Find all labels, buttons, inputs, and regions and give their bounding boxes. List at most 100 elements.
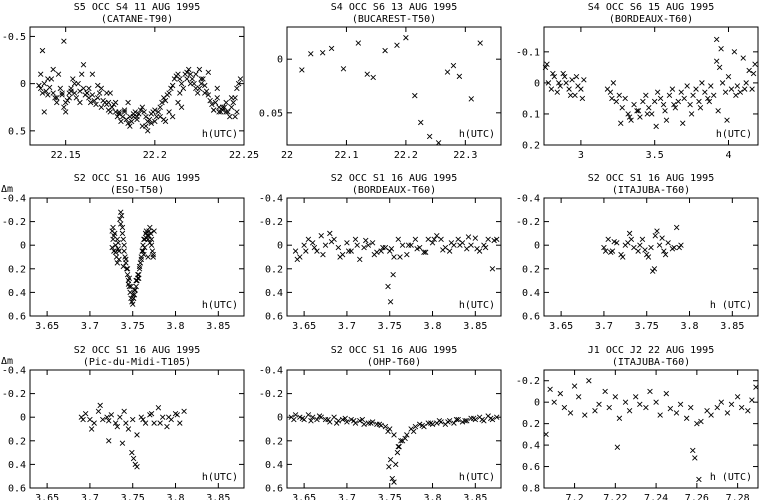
data-point bbox=[542, 64, 549, 71]
data-point bbox=[308, 418, 314, 424]
data-point bbox=[39, 47, 46, 54]
data-point bbox=[370, 74, 376, 81]
data-point bbox=[611, 238, 617, 245]
data-point bbox=[95, 95, 101, 101]
data-point bbox=[50, 66, 56, 73]
x-tick-label: 3.7 bbox=[338, 493, 356, 500]
data-point bbox=[455, 236, 461, 243]
data-point bbox=[544, 61, 550, 67]
data-point bbox=[684, 83, 690, 89]
data-point bbox=[214, 95, 220, 101]
data-point bbox=[50, 90, 56, 96]
data-point bbox=[115, 240, 121, 246]
data-point bbox=[114, 260, 121, 266]
x-tick-label: 3.65 bbox=[35, 321, 59, 332]
data-point bbox=[581, 77, 587, 83]
data-point bbox=[728, 86, 735, 92]
plot-frame bbox=[286, 369, 502, 489]
data-point bbox=[692, 455, 698, 461]
data-point bbox=[137, 107, 144, 113]
data-point bbox=[181, 408, 187, 415]
data-point bbox=[125, 426, 132, 432]
panel-subtitle: (ITAJUBA-T60) bbox=[612, 185, 690, 196]
data-point bbox=[234, 85, 240, 92]
data-point bbox=[673, 224, 680, 231]
data-point bbox=[391, 254, 397, 260]
data-point bbox=[688, 404, 694, 411]
data-point bbox=[734, 394, 741, 400]
data-point bbox=[579, 95, 586, 102]
data-point bbox=[169, 82, 176, 89]
data-point bbox=[52, 95, 58, 101]
data-point bbox=[41, 80, 47, 87]
data-point bbox=[46, 84, 53, 91]
y-tick-label: 0 bbox=[20, 241, 26, 252]
x-axis-label: h(UTC) bbox=[202, 300, 238, 311]
data-point bbox=[151, 228, 157, 234]
data-point bbox=[185, 66, 192, 73]
data-point bbox=[365, 242, 372, 248]
data-point bbox=[547, 386, 553, 393]
data-point bbox=[647, 388, 653, 395]
data-point bbox=[575, 394, 582, 400]
data-point bbox=[316, 413, 323, 419]
data-point bbox=[419, 422, 425, 429]
data-point bbox=[566, 86, 572, 92]
data-point bbox=[314, 248, 320, 254]
data-point bbox=[428, 420, 434, 426]
x-axis-label: h (UTC) bbox=[710, 472, 752, 483]
data-point bbox=[494, 414, 500, 420]
data-point bbox=[96, 90, 103, 96]
data-point bbox=[445, 419, 451, 425]
data-point bbox=[351, 418, 357, 424]
data-point bbox=[71, 90, 78, 96]
y-tick-label: 0.2 bbox=[522, 264, 540, 275]
data-point bbox=[132, 461, 139, 468]
data-point bbox=[657, 95, 664, 102]
data-point bbox=[291, 416, 297, 423]
data-point bbox=[116, 109, 122, 115]
data-point bbox=[690, 92, 696, 99]
plot-frame bbox=[286, 197, 502, 317]
data-point bbox=[713, 36, 720, 43]
data-point bbox=[698, 418, 704, 425]
x-tick-label: 22.25 bbox=[229, 150, 259, 161]
data-point bbox=[714, 404, 720, 411]
data-point bbox=[673, 410, 680, 416]
data-point bbox=[639, 236, 646, 243]
data-point bbox=[232, 113, 238, 120]
data-point bbox=[722, 89, 729, 95]
data-point bbox=[455, 416, 461, 423]
data-point bbox=[737, 89, 744, 95]
data-point bbox=[62, 109, 69, 115]
data-point bbox=[121, 408, 127, 415]
data-point bbox=[205, 92, 212, 98]
data-point bbox=[37, 85, 44, 92]
data-point bbox=[292, 248, 299, 254]
data-point bbox=[359, 416, 366, 423]
data-point bbox=[114, 236, 121, 243]
data-point bbox=[116, 256, 122, 263]
data-series bbox=[601, 224, 684, 274]
data-point bbox=[327, 230, 333, 237]
data-point bbox=[331, 414, 337, 420]
data-point bbox=[311, 244, 318, 251]
data-point bbox=[425, 236, 431, 243]
data-point bbox=[671, 101, 677, 108]
data-point bbox=[303, 248, 309, 254]
data-point bbox=[320, 251, 326, 258]
data-point bbox=[631, 101, 637, 108]
data-point bbox=[622, 95, 628, 102]
data-point bbox=[98, 85, 105, 92]
data-point bbox=[462, 418, 468, 424]
data-point bbox=[110, 236, 116, 243]
data-point bbox=[89, 71, 96, 77]
data-point bbox=[335, 244, 342, 251]
data-point bbox=[750, 70, 757, 77]
data-point bbox=[625, 111, 631, 117]
data-point bbox=[738, 404, 745, 411]
y-tick-label: 0.6 bbox=[522, 312, 540, 323]
data-point bbox=[80, 416, 86, 423]
data-point bbox=[149, 248, 156, 254]
data-point bbox=[131, 287, 138, 293]
